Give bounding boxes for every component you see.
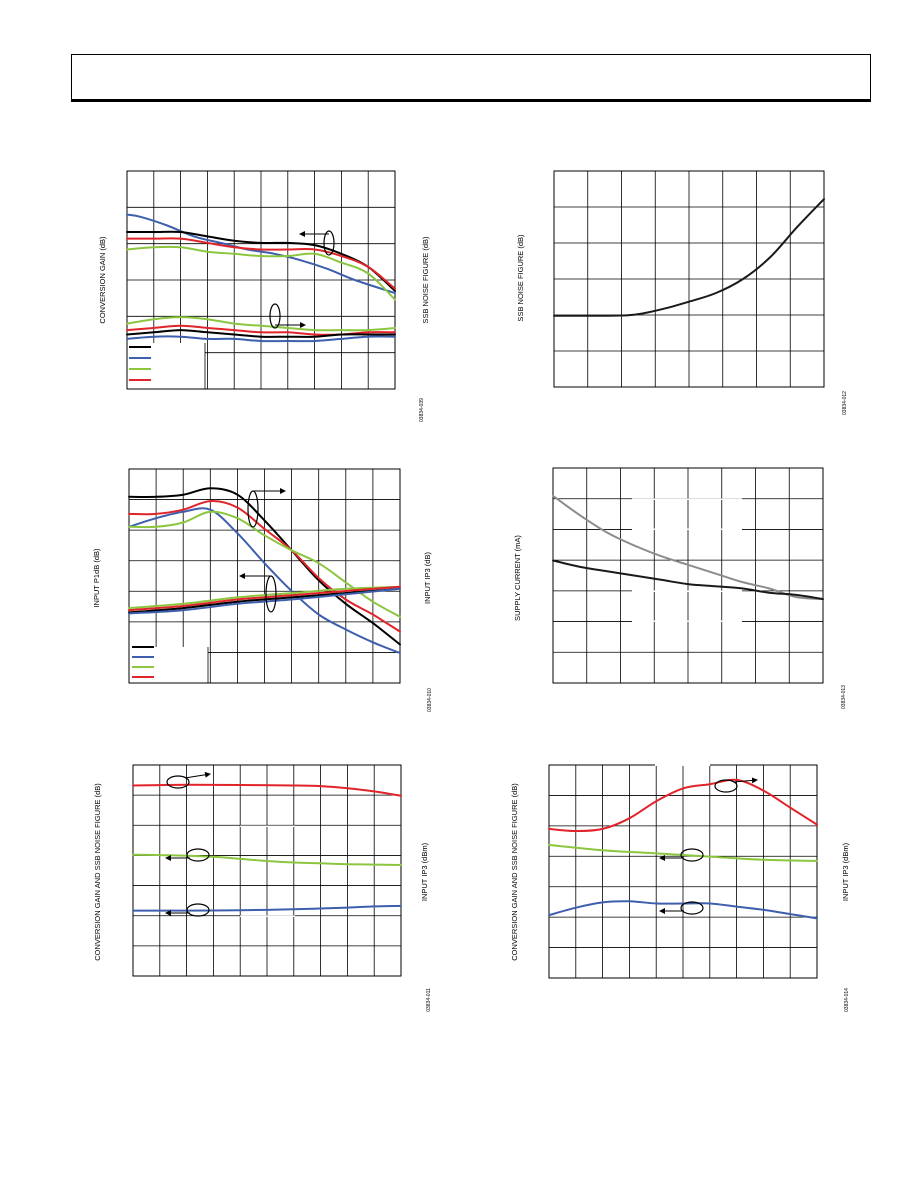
chart-1-legend-area — [128, 344, 205, 388]
chart-1-right-axis-label: SSB NOISE FIGURE (dB) — [421, 236, 430, 324]
chart-1-series-ellipse — [323, 230, 335, 256]
chart-4-grid-gap — [632, 528, 742, 530]
chart-5-axis-arrow — [184, 771, 211, 779]
chart-2-left-axis-label: SSB NOISE FIGURE (dB) — [516, 234, 525, 322]
chart-4-left-axis-label: SUPPLY CURRENT (mA) — [513, 535, 522, 621]
chart-6-series-ellipse — [680, 901, 704, 915]
chart-5-series-0 — [132, 783, 402, 797]
chart-3-series-7 — [128, 587, 401, 615]
page-header — [71, 54, 871, 102]
chart-4-grid-gap — [632, 590, 742, 592]
chart-6-grid-gap — [655, 764, 710, 766]
chart-3-figure-code: 03834-010 — [427, 688, 433, 712]
chart-4-grid-gap — [632, 498, 742, 500]
chart-2-series-0 — [553, 198, 825, 317]
chart-5-figure-code: 03834-011 — [426, 988, 432, 1012]
chart-6-axis-arrow — [732, 777, 758, 784]
chart-6-left-axis-label: CONVERSION GAIN AND SSB NOISE FIGURE (dB… — [510, 783, 519, 961]
chart-5-right-axis-label: INPUT IP3 (dBm) — [420, 842, 429, 901]
chart-6-right-axis-label: INPUT IP3 (dBm) — [841, 842, 850, 901]
chart-4-series-0 — [552, 494, 824, 601]
chart-5-left-axis-label: CONVERSION GAIN AND SSB NOISE FIGURE (dB… — [93, 783, 102, 961]
chart-1-left-axis-label: CONVERSION GAIN (dB) — [98, 236, 107, 324]
chart-4-figure-code: 03834-013 — [841, 685, 847, 709]
chart-6-series-ellipse — [680, 848, 704, 862]
chart-1-series-4 — [126, 316, 396, 332]
chart-1-series-3 — [126, 245, 396, 301]
chart-5-series-ellipse — [166, 775, 190, 789]
chart-1-series-7 — [126, 335, 396, 343]
chart-2-figure-code: 03834-012 — [842, 391, 848, 415]
chart-3-right-axis-label: INPUT IP3 (dB) — [423, 552, 432, 604]
chart-5-series-1 — [132, 853, 402, 866]
chart-6-series-0 — [548, 778, 818, 833]
chart-1-series-ellipse — [269, 303, 281, 329]
chart-6-series-2 — [548, 900, 818, 920]
chart-5-grid-gap — [240, 825, 295, 827]
chart-5-grid-gap — [240, 915, 295, 917]
chart-3-series-2 — [128, 507, 401, 654]
chart-4-series-1 — [552, 559, 824, 601]
chart-1-series-1 — [126, 230, 396, 292]
chart-4-grid-gap — [632, 620, 742, 622]
chart-3-series-5 — [128, 585, 401, 612]
chart-1-series-6 — [126, 329, 396, 338]
chart-6-series-1 — [548, 843, 818, 862]
chart-6-figure-code: 03834-014 — [844, 988, 850, 1012]
chart-3-left-axis-label: INPUT P1dB (dB) — [92, 548, 101, 608]
chart-5-series-ellipse — [186, 848, 210, 862]
chart-6-series-ellipse — [714, 779, 738, 793]
chart-3-series-4 — [128, 585, 401, 610]
chart-1-figure-code: 03834-039 — [419, 398, 425, 422]
chart-1-series-2 — [126, 237, 396, 290]
chart-3-series-0 — [128, 487, 401, 646]
chart-5-series-ellipse — [186, 903, 210, 917]
chart-3-series-1 — [128, 500, 401, 633]
